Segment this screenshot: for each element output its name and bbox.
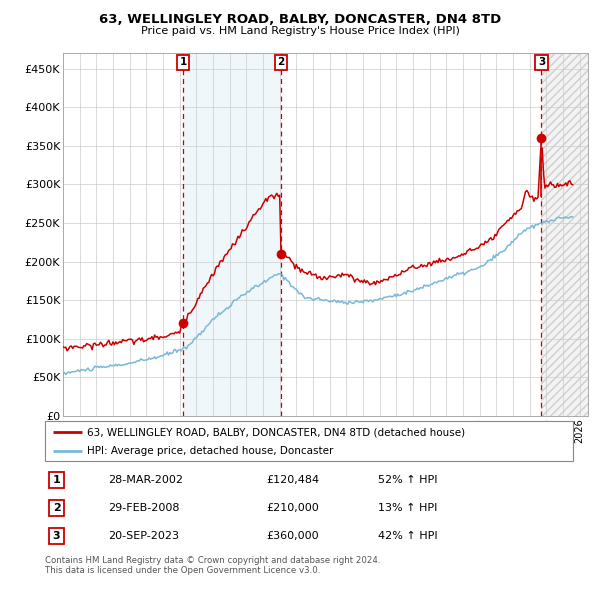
Text: £360,000: £360,000 [267, 531, 319, 541]
Text: 1: 1 [179, 57, 187, 67]
Text: 1: 1 [53, 475, 61, 485]
Bar [541, 53, 588, 416]
Text: 28-MAR-2002: 28-MAR-2002 [109, 475, 184, 485]
Text: 29-FEB-2008: 29-FEB-2008 [109, 503, 180, 513]
Text: 3: 3 [53, 531, 61, 541]
Text: 42% ↑ HPI: 42% ↑ HPI [377, 531, 437, 541]
Text: 2: 2 [277, 57, 284, 67]
Text: 13% ↑ HPI: 13% ↑ HPI [377, 503, 437, 513]
Text: £210,000: £210,000 [267, 503, 320, 513]
Bar [183, 53, 281, 416]
Bar [541, 53, 588, 416]
Text: Contains HM Land Registry data © Crown copyright and database right 2024.: Contains HM Land Registry data © Crown c… [45, 556, 380, 565]
Text: £120,484: £120,484 [267, 475, 320, 485]
Text: 63, WELLINGLEY ROAD, BALBY, DONCASTER, DN4 8TD (detached house): 63, WELLINGLEY ROAD, BALBY, DONCASTER, D… [87, 427, 466, 437]
Text: Price paid vs. HM Land Registry's House Price Index (HPI): Price paid vs. HM Land Registry's House … [140, 26, 460, 36]
Text: 63, WELLINGLEY ROAD, BALBY, DONCASTER, DN4 8TD: 63, WELLINGLEY ROAD, BALBY, DONCASTER, D… [99, 13, 501, 26]
Text: 52% ↑ HPI: 52% ↑ HPI [377, 475, 437, 485]
Text: 2: 2 [53, 503, 61, 513]
Text: 3: 3 [538, 57, 545, 67]
Text: This data is licensed under the Open Government Licence v3.0.: This data is licensed under the Open Gov… [45, 566, 320, 575]
Text: HPI: Average price, detached house, Doncaster: HPI: Average price, detached house, Donc… [87, 445, 334, 455]
Text: 20-SEP-2023: 20-SEP-2023 [109, 531, 179, 541]
